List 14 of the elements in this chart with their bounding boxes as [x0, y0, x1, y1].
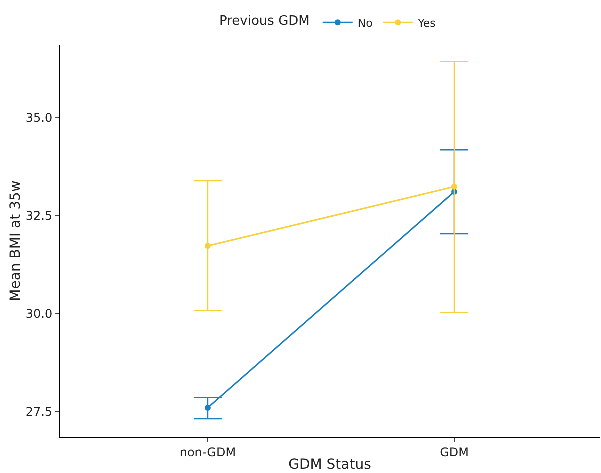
y-tick-label: 35.0 [26, 111, 53, 126]
point [204, 243, 211, 250]
y-tick-label: 32.5 [26, 209, 53, 224]
legend-label: No [358, 16, 374, 30]
x-tick-label: non-GDM [180, 445, 236, 460]
y-tick-label: 27.5 [26, 405, 53, 420]
y-axis-title: Mean BMI at 35w [8, 180, 24, 302]
point [204, 404, 211, 411]
point [452, 184, 458, 190]
legend-label: Yes [417, 16, 436, 30]
x-tick-label: GDM [440, 445, 469, 460]
y-tick-label: 30.0 [26, 307, 53, 322]
x-axis-title: GDM Status [288, 457, 372, 473]
legend-title: Previous GDM [220, 14, 310, 30]
